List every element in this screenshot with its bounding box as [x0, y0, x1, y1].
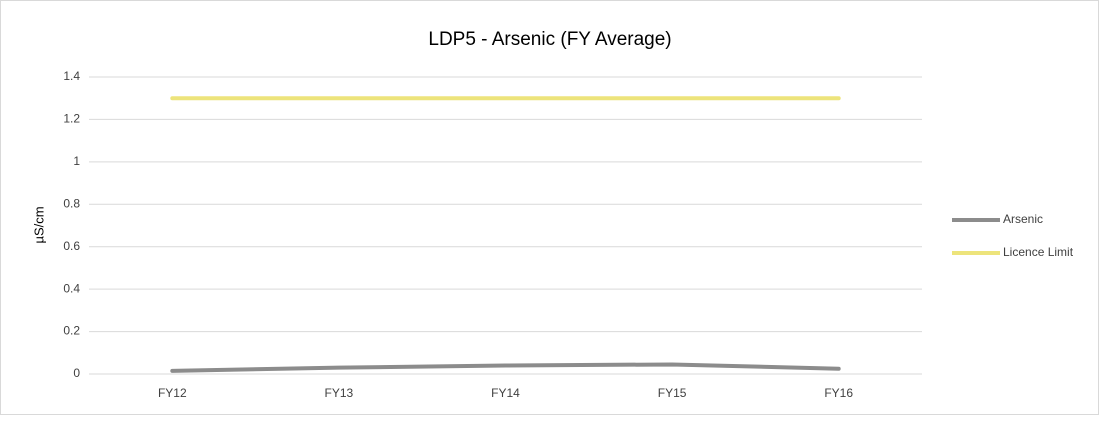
y-tick-label: 0.8 — [63, 196, 80, 210]
y-tick-label: 1 — [73, 154, 80, 168]
y-axis-label: µS/cm — [31, 206, 46, 243]
x-tick-label: FY14 — [491, 386, 520, 400]
legend-label: Arsenic — [1003, 212, 1043, 226]
x-tick-label: FY15 — [658, 386, 687, 400]
x-tick-label: FY12 — [158, 386, 187, 400]
y-tick-label: 0 — [73, 366, 80, 380]
chart-title: LDP5 - Arsenic (FY Average) — [428, 29, 671, 50]
x-tick-label: FY16 — [824, 386, 853, 400]
y-tick-label: 0.6 — [63, 239, 80, 253]
x-tick-label: FY13 — [325, 386, 354, 400]
series-line — [170, 362, 841, 373]
y-tick-label: 1.2 — [63, 112, 80, 126]
y-tick-label: 1.4 — [63, 69, 80, 83]
y-tick-label: 0.4 — [63, 281, 80, 295]
y-tick-label: 0.2 — [63, 324, 80, 338]
legend-label: Licence Limit — [1003, 245, 1074, 259]
